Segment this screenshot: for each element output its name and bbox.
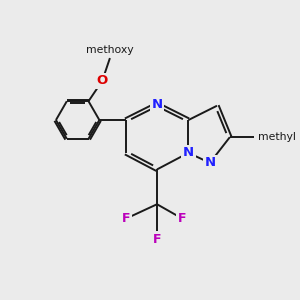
- Text: N: N: [204, 156, 215, 169]
- Text: methoxy: methoxy: [86, 45, 134, 55]
- Text: F: F: [122, 212, 130, 225]
- Text: methyl: methyl: [257, 132, 296, 142]
- Text: N: N: [152, 98, 163, 111]
- Text: F: F: [178, 212, 186, 225]
- Text: F: F: [153, 232, 161, 246]
- Text: O: O: [97, 74, 108, 87]
- Text: N: N: [183, 146, 194, 159]
